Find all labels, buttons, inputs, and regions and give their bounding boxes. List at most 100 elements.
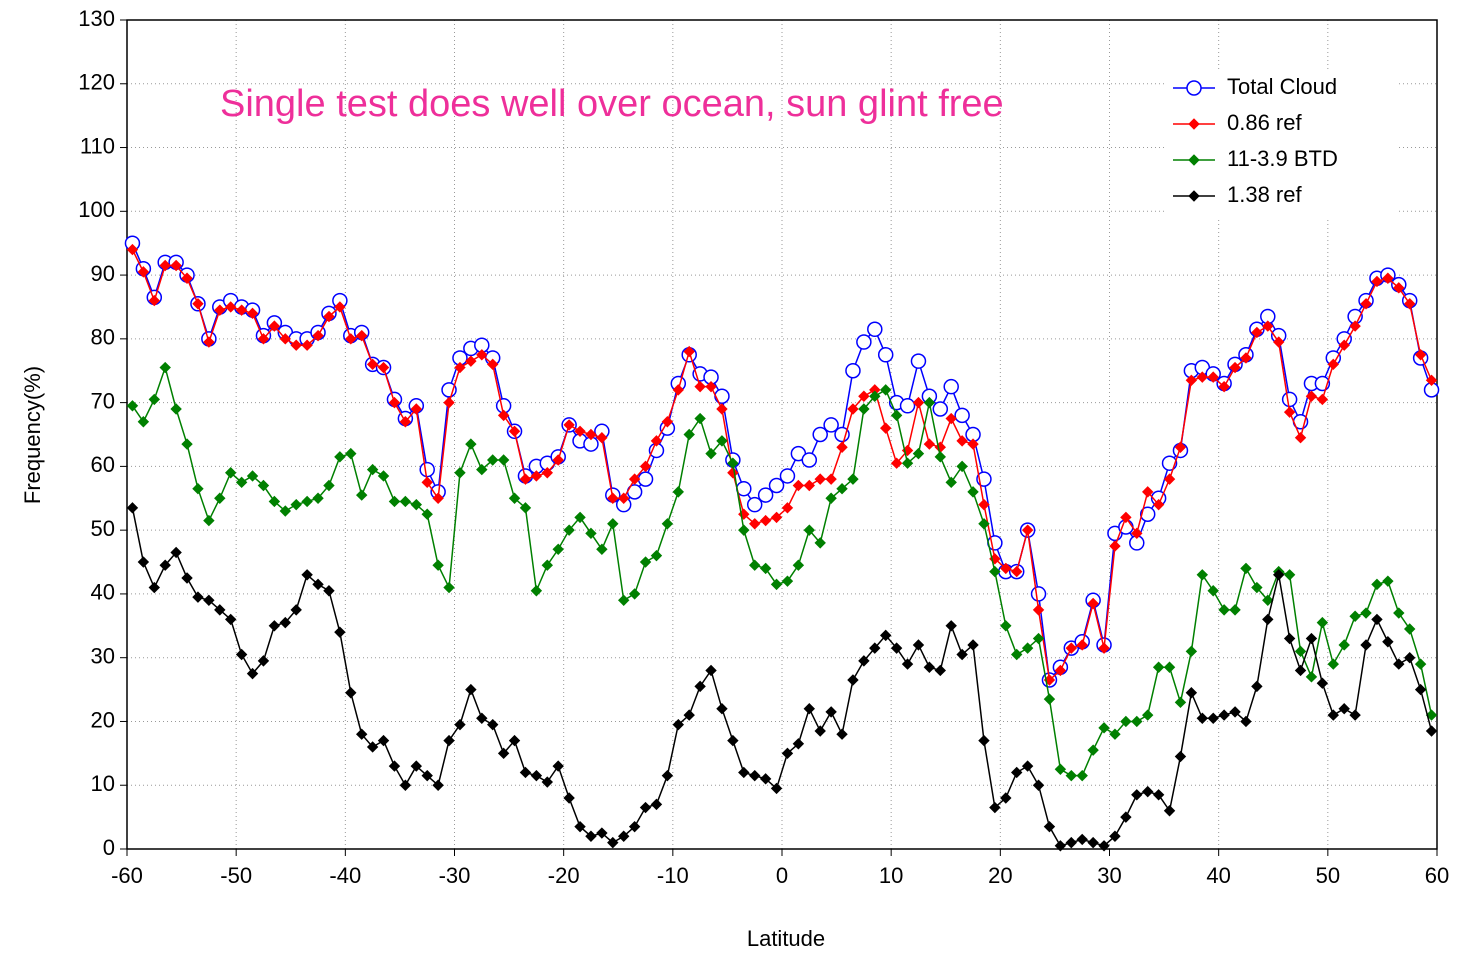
- data-point: [290, 339, 302, 351]
- data-point: [1032, 779, 1045, 791]
- data-point: [203, 514, 215, 527]
- data-point: [792, 479, 805, 492]
- data-point: [323, 310, 335, 323]
- data-point: [1032, 632, 1045, 645]
- data-point: [508, 425, 521, 438]
- data-point: [1251, 680, 1263, 693]
- data-point: [1273, 569, 1285, 581]
- data-point: [421, 508, 433, 520]
- data-point: [1327, 358, 1339, 371]
- data-point: [1404, 298, 1416, 310]
- data-point: [323, 479, 335, 492]
- data-point: [1131, 715, 1143, 728]
- data-point: [1316, 677, 1329, 689]
- data-point: [683, 345, 695, 358]
- data-point: [834, 426, 850, 443]
- data-point: [1142, 709, 1154, 721]
- data-point: [268, 320, 281, 332]
- data-point: [246, 470, 259, 482]
- x-tick-label: 20: [988, 863, 1012, 888]
- data-point: [607, 518, 619, 530]
- data-point: [1360, 298, 1372, 310]
- data-point: [1371, 578, 1383, 591]
- data-point: [410, 498, 422, 511]
- data-point: [746, 496, 763, 513]
- data-point: [388, 495, 401, 508]
- legend-marker: [1188, 154, 1200, 166]
- data-point: [1349, 709, 1361, 721]
- data-point: [1338, 339, 1350, 351]
- data-point: [1163, 805, 1176, 817]
- data-point: [563, 792, 575, 804]
- data-point: [880, 422, 892, 434]
- data-point: [541, 467, 553, 479]
- data-point: [825, 492, 837, 504]
- data-point: [356, 728, 368, 740]
- data-point: [1109, 728, 1121, 740]
- data-point: [792, 559, 805, 571]
- data-point: [792, 738, 805, 750]
- data-point: [749, 559, 761, 571]
- y-tick-label: 80: [91, 325, 115, 350]
- data-point: [858, 655, 870, 667]
- data-point: [910, 353, 927, 369]
- data-point: [836, 482, 848, 495]
- data-point: [858, 390, 870, 402]
- data-point: [1404, 651, 1416, 664]
- data-point: [770, 578, 783, 591]
- data-point: [1120, 511, 1132, 524]
- data-point: [225, 467, 237, 479]
- data-point: [366, 463, 379, 476]
- data-point: [126, 502, 139, 514]
- data-point: [661, 518, 674, 530]
- data-point: [1425, 725, 1438, 737]
- x-tick-label: 0: [776, 863, 788, 888]
- data-point: [290, 604, 302, 616]
- data-point: [519, 473, 532, 485]
- data-point: [1349, 320, 1361, 332]
- data-point: [901, 457, 914, 469]
- data-point: [1262, 613, 1274, 626]
- data-point: [1251, 581, 1263, 594]
- y-axis-label: Frequency(%): [20, 366, 45, 504]
- y-tick-label: 40: [91, 580, 115, 605]
- data-point: [727, 467, 739, 479]
- data-point: [781, 747, 794, 760]
- data-point: [235, 648, 248, 661]
- data-point: [770, 511, 783, 524]
- data-point: [856, 334, 872, 350]
- data-point: [759, 562, 772, 575]
- data-point: [1305, 390, 1318, 402]
- data-point: [476, 463, 488, 476]
- y-tick-label: 70: [91, 388, 115, 413]
- data-point: [519, 766, 532, 779]
- data-point: [377, 361, 390, 374]
- data-point: [443, 734, 455, 747]
- data-point: [607, 836, 619, 849]
- data-point: [694, 380, 706, 393]
- data-point: [923, 438, 936, 450]
- data-point: [1000, 620, 1012, 632]
- data-point: [366, 741, 379, 753]
- data-point: [235, 476, 248, 489]
- data-point: [845, 362, 861, 379]
- legend-label: 1.38 ref: [1227, 182, 1302, 207]
- data-point: [934, 664, 946, 677]
- y-tick-label: 130: [78, 6, 115, 31]
- data-point: [1109, 830, 1121, 842]
- y-tick-label: 100: [78, 197, 115, 222]
- data-point: [1360, 607, 1372, 619]
- data-point: [781, 502, 794, 514]
- data-point: [628, 588, 641, 600]
- data-point: [1360, 639, 1372, 651]
- data-point: [738, 524, 750, 536]
- data-point: [1163, 661, 1176, 673]
- data-point: [639, 460, 652, 473]
- data-point: [301, 495, 313, 508]
- data-point: [1414, 683, 1427, 696]
- data-point: [312, 329, 324, 342]
- data-point: [672, 486, 684, 498]
- data-point: [246, 667, 259, 680]
